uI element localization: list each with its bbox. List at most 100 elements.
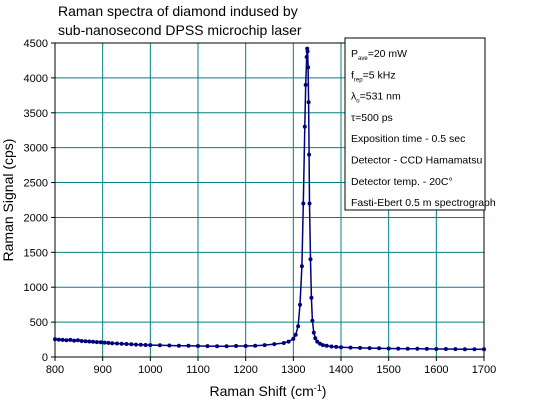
x-tick-label: 1700 [472, 364, 496, 376]
data-point [306, 100, 311, 105]
data-point [262, 343, 267, 348]
data-point [324, 343, 329, 348]
y-tick-label: 4500 [24, 38, 48, 50]
data-point [60, 337, 65, 342]
data-point [329, 344, 334, 349]
data-point [134, 342, 138, 347]
data-point [405, 346, 410, 351]
data-point [110, 341, 115, 346]
data-point [453, 347, 458, 352]
legend-line: frep=5 kHz [351, 69, 396, 83]
data-point [243, 344, 248, 348]
data-point [443, 347, 448, 351]
y-tick-label: 2000 [24, 212, 48, 224]
data-point [434, 347, 439, 351]
data-point [79, 339, 84, 343]
x-tick-label: 1500 [376, 364, 400, 376]
y-tick-label: 3500 [24, 108, 48, 120]
y-tick-label: 500 [30, 317, 48, 329]
data-point [167, 343, 172, 348]
data-point [396, 346, 401, 351]
y-tick-label: 1000 [24, 282, 48, 294]
data-point [215, 344, 220, 349]
x-axis-label-close: ) [322, 383, 327, 399]
data-point [115, 341, 119, 346]
x-tick-label: 900 [93, 364, 111, 376]
data-point [53, 337, 57, 342]
data-point [303, 82, 308, 87]
data-point [482, 347, 486, 352]
data-point [253, 343, 258, 348]
data-point [98, 340, 103, 345]
data-point [119, 341, 124, 346]
y-tick-label: 0 [42, 352, 48, 364]
data-point [205, 344, 210, 349]
data-point [334, 344, 339, 349]
legend-line: Detector temp. - 20C° [351, 176, 453, 188]
y-axis-label: Raman Signal (cps) [0, 139, 16, 262]
axis-ticks: 800 900 1000 1100 1200 1300 1400 1500 1600 1700 0 5… [24, 38, 497, 376]
x-axis-label: Raman Shift (cm-1) [210, 383, 327, 399]
data-point [148, 343, 153, 348]
data-point [304, 55, 309, 59]
data-point [56, 337, 61, 342]
data-point [299, 264, 304, 269]
data-point [315, 339, 320, 344]
data-point [64, 338, 69, 343]
data-point [196, 344, 200, 348]
data-point [186, 343, 191, 348]
data-point [311, 330, 316, 335]
data-point [339, 345, 343, 350]
data-series [53, 46, 486, 352]
data-point [307, 201, 312, 206]
data-point [313, 336, 318, 341]
legend-line: Fasti-Ebert 0.5 m spectrograph [351, 197, 496, 209]
data-point [72, 338, 77, 343]
data-point [129, 342, 134, 347]
legend-line: Detector - CCD Hamamatsu [351, 155, 482, 167]
data-point [306, 65, 311, 70]
x-axis-label-exponent: -1 [314, 383, 322, 393]
data-point [307, 152, 312, 157]
y-tick-label: 3000 [24, 143, 48, 155]
data-point [462, 347, 467, 352]
data-point [358, 345, 363, 350]
data-point [224, 344, 229, 349]
chart-title-line-1: Raman spectra of diamond indused by [58, 3, 298, 19]
data-point [138, 342, 143, 347]
data-point [102, 340, 107, 345]
data-point [124, 342, 129, 346]
data-point [424, 346, 429, 351]
data-point [298, 302, 302, 307]
data-point [91, 339, 96, 344]
data-point [301, 201, 306, 206]
x-tick-label: 1200 [233, 364, 257, 376]
data-point [87, 339, 92, 344]
data-point [94, 340, 99, 345]
data-point [310, 318, 315, 323]
data-point [281, 341, 286, 345]
x-tick-label: 1400 [329, 364, 353, 376]
data-point [291, 336, 296, 341]
data-point [176, 343, 181, 348]
y-tick-label: 4000 [24, 73, 48, 85]
data-point [386, 346, 391, 351]
data-point [83, 339, 88, 344]
data-point [68, 337, 73, 342]
data-point [348, 345, 353, 350]
data-point [302, 124, 307, 129]
data-point [234, 344, 239, 348]
data-point [296, 324, 301, 329]
data-point [305, 49, 310, 54]
x-tick-label: 1000 [138, 364, 162, 376]
y-tick-label: 1500 [24, 247, 48, 259]
x-tick-label: 1100 [186, 364, 210, 376]
legend-line: λo=531 nm [351, 91, 401, 105]
data-point [415, 346, 420, 351]
legend-line: Pave=20 mW [351, 48, 407, 62]
data-point [367, 346, 372, 351]
data-point [143, 343, 148, 347]
data-point [308, 257, 313, 262]
data-point [472, 347, 477, 352]
